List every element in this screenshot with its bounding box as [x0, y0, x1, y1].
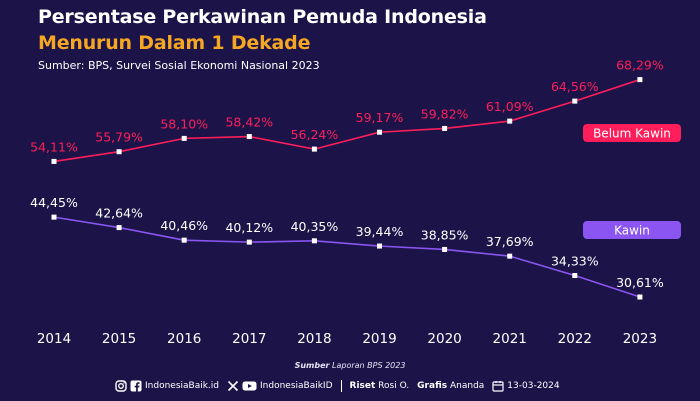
data-label-belum-kawin: 64,56%: [551, 79, 599, 94]
legend-label-kawin: Kawin: [614, 224, 650, 238]
series-line-belum-kawin: [184, 135, 250, 140]
data-point-belum-kawin: [377, 129, 382, 135]
data-point-belum-kawin: [311, 146, 317, 152]
footer-source-text: Laporan BPS 2023: [332, 361, 406, 370]
series-line-kawin: [509, 255, 576, 277]
x-icon[interactable]: [227, 380, 239, 392]
data-point-kawin: [637, 294, 643, 300]
data-label-belum-kawin: 59,17%: [356, 110, 404, 125]
series-line-belum-kawin: [574, 78, 641, 102]
series-line-kawin: [184, 239, 250, 243]
data-point-belum-kawin: [116, 149, 122, 155]
series-line-kawin: [379, 245, 445, 251]
data-label-kawin: 38,85%: [421, 227, 469, 242]
data-point-kawin: [246, 239, 252, 245]
data-label-belum-kawin: 68,29%: [616, 58, 664, 73]
data-label-belum-kawin: 54,11%: [30, 139, 78, 154]
footer-grafis-name: Ananda: [449, 381, 485, 391]
data-label-belum-kawin: 55,79%: [95, 130, 143, 145]
series-line-kawin: [574, 274, 641, 298]
series-line-belum-kawin: [53, 150, 120, 163]
data-label-belum-kawin: 59,82%: [421, 106, 469, 121]
data-point-kawin: [311, 238, 317, 244]
data-label-belum-kawin: 58,10%: [160, 116, 208, 131]
x-tick-label: 2014: [37, 331, 71, 347]
data-label-kawin: 30,61%: [616, 275, 664, 290]
footer-separator: [340, 380, 342, 392]
data-label-belum-kawin: 56,24%: [291, 127, 339, 142]
calendar-icon: [492, 380, 504, 392]
data-point-belum-kawin: [637, 77, 643, 83]
chart-title: Persentase Perkawinan Pemuda Indonesia: [38, 6, 487, 28]
data-point-belum-kawin: [181, 135, 187, 141]
legend-pill-kawin: [583, 221, 681, 239]
data-point-kawin: [572, 273, 578, 279]
data-label-kawin: 40,35%: [291, 219, 339, 234]
footer-riset-label: Riset: [349, 381, 376, 391]
data-label-belum-kawin: 58,42%: [225, 115, 273, 130]
data-point-kawin: [51, 214, 57, 220]
data-point-belum-kawin: [507, 118, 513, 124]
data-label-kawin: 44,45%: [30, 195, 78, 210]
series-line-belum-kawin: [509, 100, 576, 122]
x-tick-label: 2022: [558, 331, 592, 347]
series-line-kawin: [53, 216, 120, 229]
footer-grafis-label: Grafis: [417, 381, 448, 391]
instagram-icon[interactable]: [115, 380, 127, 392]
facebook-icon[interactable]: [130, 380, 142, 392]
line-chart: 2014 2015 2016 2017 2018 2019 2020 2021 2022 2023…: [30, 58, 681, 347]
data-label-kawin: 39,44%: [356, 224, 404, 239]
data-label-kawin: 37,69%: [486, 234, 534, 249]
x-tick-label: 2019: [362, 331, 396, 347]
legend-pill-belum-kawin: [583, 124, 681, 142]
x-tick-label: 2021: [493, 331, 527, 347]
data-point-kawin: [442, 246, 448, 252]
chart-source: Sumber: BPS, Survei Sosial Ekonomi Nasio…: [38, 59, 320, 72]
data-label-kawin: 34,33%: [551, 254, 599, 269]
series-line-belum-kawin: [314, 131, 380, 150]
data-point-belum-kawin: [442, 125, 448, 131]
data-point-kawin: [507, 253, 513, 259]
x-tick-label: 2018: [297, 331, 331, 347]
footer-date: 13-03-2024: [507, 381, 560, 391]
x-tick-label: 2015: [102, 331, 136, 347]
x-tick-label: 2020: [427, 331, 461, 347]
x-tick-label: 2016: [167, 331, 201, 347]
series-line-belum-kawin: [118, 137, 185, 153]
x-tick-label: 2023: [623, 331, 657, 347]
data-point-belum-kawin: [572, 98, 578, 104]
data-point-kawin: [377, 243, 382, 249]
series-line-kawin: [444, 248, 510, 257]
data-point-kawin: [181, 237, 187, 243]
data-label-kawin: 40,46%: [160, 218, 208, 233]
series-line-belum-kawin: [444, 120, 510, 130]
legend-label-belum-kawin: Belum Kawin: [593, 127, 671, 141]
data-point-belum-kawin: [51, 158, 57, 164]
series-line-kawin: [118, 226, 185, 241]
footer-source: Sumber Laporan BPS 2023: [0, 361, 700, 370]
series-line-belum-kawin: [379, 127, 445, 134]
x-tick-label: 2017: [232, 331, 266, 347]
series-line-kawin: [249, 240, 315, 243]
data-label-kawin: 40,12%: [225, 220, 273, 235]
footer-riset-name: Rosi O.: [378, 381, 410, 391]
data-point-belum-kawin: [246, 134, 252, 140]
footer-source-label: Sumber: [294, 361, 330, 370]
data-label-belum-kawin: 61,09%: [486, 99, 534, 114]
data-point-kawin: [116, 225, 122, 231]
data-label-kawin: 42,64%: [95, 206, 143, 221]
series-line-kawin: [314, 240, 380, 247]
footer-handle-social[interactable]: IndonesiaBaikID: [260, 381, 333, 391]
youtube-icon[interactable]: [242, 380, 257, 392]
chart-subtitle: Menurun Dalam 1 Dekade: [38, 32, 311, 54]
series-line-belum-kawin: [249, 135, 315, 150]
footer-bar: IndonesiaBaik.id IndonesiaBaikID Riset R…: [115, 377, 560, 395]
footer-handle-site[interactable]: IndonesiaBaik.id: [145, 381, 219, 391]
